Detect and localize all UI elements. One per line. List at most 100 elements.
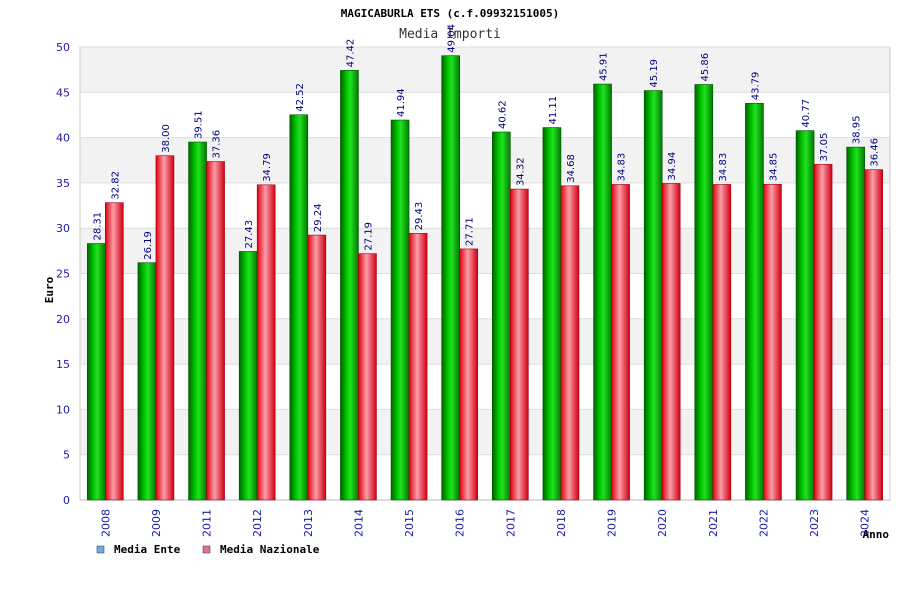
value-label: 28.31: [92, 212, 103, 241]
bar-media-nazionale: [105, 202, 124, 501]
value-label: 34.79: [262, 153, 273, 182]
value-label: 29.24: [313, 203, 324, 232]
x-tick-label: 2021: [707, 509, 720, 537]
bar-media-ente: [87, 243, 106, 501]
bars: 28.31 32.82 26.19 38.00 39.51 37.36 27.43 34.79…: [87, 24, 883, 501]
x-tick-label: 2020: [656, 509, 669, 537]
value-label: 26.19: [143, 231, 154, 260]
bar-media-ente: [238, 251, 258, 501]
value-label: 36.46: [870, 138, 881, 167]
bar-media-nazionale: [307, 234, 327, 501]
x-tick-label: 2022: [757, 509, 770, 537]
x-tick-label: 2013: [302, 509, 315, 537]
value-label: 34.68: [566, 154, 577, 183]
value-label: 27.43: [244, 220, 255, 249]
value-label: 27.19: [363, 222, 374, 251]
x-tick-label: 2024: [859, 509, 872, 537]
bar-media-ente: [643, 90, 663, 501]
bar-media-ente: [390, 119, 410, 501]
value-label: 47.42: [345, 39, 356, 68]
x-tick-label: 2018: [555, 509, 568, 537]
y-axis-ticks: 0 5 10 15 20 25 30 35 40 45 50: [56, 41, 70, 507]
bar-media-ente: [542, 127, 562, 501]
value-label: 42.52: [295, 83, 306, 112]
plot-band: [80, 47, 890, 93]
chart-title: MAGICABURLA ETS (c.f.09932151005): [341, 7, 560, 20]
bar-media-ente: [441, 55, 460, 501]
bar-media-ente: [593, 83, 612, 501]
bar-media-nazionale: [712, 184, 732, 501]
bar-media-ente: [188, 141, 207, 501]
legend-label-media-ente: Media Ente: [114, 543, 181, 556]
bar-media-nazionale: [864, 169, 883, 501]
x-tick-label: 2023: [808, 509, 821, 537]
y-tick-label: 25: [56, 268, 70, 281]
x-tick-label: 2017: [504, 509, 517, 537]
legend-swatch-media-ente: [96, 545, 105, 554]
y-tick-label: 40: [56, 132, 70, 145]
value-label: 29.43: [414, 202, 425, 231]
value-label: 43.79: [750, 72, 761, 101]
legend: Media Ente Media Nazionale: [96, 543, 320, 556]
value-label: 34.83: [718, 153, 729, 182]
chart-subtitle: Media Importi: [399, 27, 501, 42]
bar-media-ente: [795, 130, 815, 501]
x-tick-label: 2011: [201, 509, 214, 537]
bar-media-nazionale: [510, 188, 529, 501]
bar-media-nazionale: [763, 183, 782, 501]
y-tick-label: 10: [56, 403, 70, 416]
value-label: 45.86: [700, 53, 711, 82]
y-axis-label: Euro: [43, 276, 56, 303]
legend-label-media-nazionale: Media Nazionale: [220, 543, 320, 556]
value-label: 37.05: [819, 133, 830, 162]
value-label: 40.77: [801, 99, 812, 128]
bar-media-ente: [492, 131, 511, 501]
x-tick-label: 2016: [454, 509, 467, 537]
y-tick-label: 20: [56, 313, 70, 326]
value-label: 49.04: [447, 24, 458, 53]
bar-media-nazionale: [155, 155, 175, 501]
bar-media-ente: [289, 114, 309, 501]
bar-media-nazionale: [560, 185, 580, 501]
y-tick-label: 5: [63, 449, 70, 462]
y-tick-label: 0: [63, 494, 70, 507]
value-label: 40.62: [497, 100, 508, 129]
value-label: 41.11: [548, 96, 559, 125]
bar-media-ente: [745, 102, 764, 501]
y-tick-label: 35: [56, 177, 70, 190]
y-tick-label: 15: [56, 358, 70, 371]
bar-media-ente: [137, 262, 157, 501]
value-label: 32.82: [110, 171, 121, 200]
value-label: 38.00: [161, 124, 172, 153]
x-tick-label: 2015: [403, 509, 416, 537]
value-label: 41.94: [396, 88, 407, 117]
bar-media-nazionale: [813, 164, 833, 501]
value-label: 34.83: [617, 153, 628, 182]
y-tick-label: 30: [56, 222, 70, 235]
bar-media-nazionale: [256, 184, 276, 501]
bar-media-ente: [846, 146, 865, 501]
bar-media-nazionale: [408, 233, 428, 501]
bar-media-nazionale: [459, 248, 478, 501]
bar-media-nazionale: [206, 161, 225, 501]
bar-media-nazionale: [611, 184, 630, 501]
value-label: 39.51: [194, 110, 205, 139]
value-label: 45.91: [599, 52, 610, 81]
bar-media-ente: [340, 70, 359, 501]
x-axis-label: Anno: [863, 528, 890, 541]
y-tick-label: 45: [56, 86, 70, 99]
value-label: 27.71: [465, 217, 476, 246]
value-label: 45.19: [649, 59, 660, 88]
legend-swatch-media-nazionale: [202, 545, 211, 554]
bar-media-ente: [694, 84, 714, 501]
x-tick-label: 2012: [251, 509, 264, 537]
x-tick-label: 2008: [99, 509, 112, 537]
bar-media-nazionale: [358, 253, 377, 501]
x-axis-ticks: 2008 2009 2011 2012 2013 2014 2015 2016 2017 2018…: [99, 509, 871, 537]
value-label: 37.36: [212, 130, 223, 159]
value-label: 34.85: [768, 153, 779, 182]
value-label: 38.95: [852, 115, 863, 144]
y-tick-label: 50: [56, 41, 70, 54]
value-label: 34.32: [515, 157, 526, 186]
